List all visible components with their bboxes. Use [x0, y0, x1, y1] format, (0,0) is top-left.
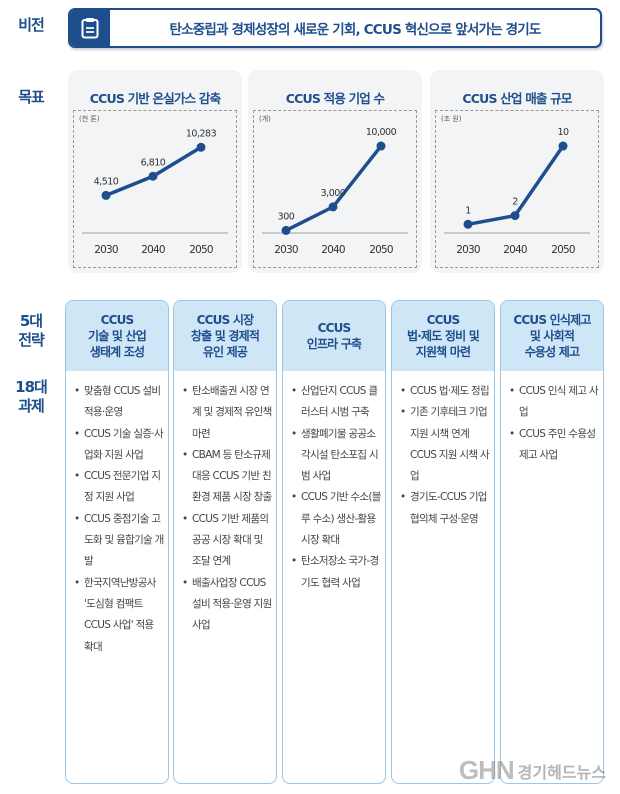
vision-text: 탄소중립과 경제성장의 새로운 기회, CCUS 혁신으로 앞서가는 경기도 [169, 22, 541, 38]
task-item: 경기도-CCUS 기업협의체 구성·운영 [400, 487, 490, 530]
task-item: 배출사업장 CCUS 설비 적용·운영 지원 사업 [182, 573, 272, 637]
task-item: 탄소배출권 시장 연계 및 경제적 유인책 마련 [182, 381, 272, 445]
task-list: CCUS 법·제도 정립기존 기후테크 기업 지원 시책 연계 CCUS 지원 … [392, 371, 494, 538]
line-chart: 1 2030 2 2040 10 2050 [444, 127, 590, 256]
x-tick-label: 2050 [551, 244, 575, 256]
strategies-label: 5대 전략 [18, 312, 45, 349]
goals-label: 목표 [18, 88, 45, 106]
chart-unit: (천 톤) [79, 115, 100, 123]
x-tick-label: 2040 [141, 244, 165, 256]
x-tick-label: 2030 [274, 244, 298, 256]
x-tick-label: 2050 [189, 244, 213, 256]
chart-area: (개) [253, 110, 417, 268]
data-point [101, 190, 111, 200]
x-tick-label: 2030 [94, 244, 118, 256]
data-point [510, 211, 520, 221]
data-label: 1 [465, 205, 471, 216]
data-point [463, 219, 473, 229]
strategy-column: CCUS 인식제고 및 사회적 수용성 제고CCUS 인식 제고 사업CCUS … [500, 300, 604, 784]
data-label: 6,810 [141, 157, 166, 168]
strategy-title: CCUS 인프라 구축 [283, 301, 385, 371]
data-point [558, 141, 568, 151]
strategy-title: CCUS 인식제고 및 사회적 수용성 제고 [501, 301, 603, 371]
x-tick-label: 2040 [321, 244, 345, 256]
chart-title: CCUS 적용 기업 수 [285, 91, 385, 106]
chart-area: (조 원) [435, 110, 599, 268]
task-item: 생활폐기물 공공소각시설 탄소포집 시범 사업 [291, 424, 381, 488]
data-label: 300 [278, 211, 295, 222]
x-tick-label: 2050 [369, 244, 393, 256]
task-item: CBAM 등 탄소규제 대응 CCUS 기반 친환경 제품 시장 창출 [182, 445, 272, 509]
task-item: 산업단지 CCUS 클러스터 시범 구축 [291, 381, 381, 424]
task-item: CCUS 전문기업 지정 지원 사업 [74, 466, 164, 509]
strategy-title: CCUS 시장 창출 및 경제적 유인 제공 [174, 301, 276, 371]
chart-area: (천 톤) [73, 110, 237, 268]
line-chart: 4,510 2030 6,810 2040 10,283 2050 [82, 128, 228, 256]
data-label: 2 [512, 197, 518, 208]
task-item: CCUS 인식 제고 사업 [509, 381, 599, 424]
x-tick-label: 2030 [456, 244, 480, 256]
task-item: CCUS 기술 실증·사업화 지원 사업 [74, 424, 164, 467]
x-tick-label: 2040 [503, 244, 527, 256]
line-chart: 300 2030 3,000 2040 10,000 2050 [262, 127, 408, 256]
data-point [148, 171, 158, 181]
data-label: 10,283 [186, 128, 217, 139]
data-point [281, 225, 291, 235]
vision-banner: 탄소중립과 경제성장의 새로운 기회, CCUS 혁신으로 앞서가는 경기도 [68, 8, 602, 48]
task-item: CCUS 기반 제품의 공공 시장 확대 및 조달 연계 [182, 509, 272, 573]
strategy-column: CCUS 기술 및 산업 생태계 조성맞춤형 CCUS 설비 적용·운영CCUS… [65, 300, 169, 784]
strategy-column: CCUS 인프라 구축산업단지 CCUS 클러스터 시범 구축생활폐기물 공공소… [282, 300, 386, 784]
goal-chart-card: CCUS 산업 매출 규모 (조 원) 1 2030 2 2040 10 2050 [430, 70, 604, 273]
task-list: 탄소배출권 시장 연계 및 경제적 유인책 마련CBAM 등 탄소규제 대응 C… [174, 371, 276, 645]
data-point [376, 141, 386, 151]
watermark: GHN 경기헤드뉴스 [459, 755, 606, 786]
watermark-logo: GHN [458, 755, 515, 785]
data-point [196, 142, 206, 152]
task-item: 탄소저장소 국가-경기도 협력 사업 [291, 551, 381, 594]
task-item: CCUS 중점기술 고도화 및 융합기술 개발 [74, 509, 164, 573]
task-list: 산업단지 CCUS 클러스터 시범 구축생활폐기물 공공소각시설 탄소포집 시범… [283, 371, 385, 602]
task-item: 기존 기후테크 기업 지원 시책 연계 CCUS 지원 시책 사업 [400, 402, 490, 487]
chart-title: CCUS 산업 매출 규모 [462, 91, 572, 106]
chart-unit: (개) [259, 115, 271, 123]
task-item: 맞춤형 CCUS 설비 적용·운영 [74, 381, 164, 424]
chart-unit: (조 원) [441, 115, 462, 123]
strategy-title: CCUS 법·제도 정비 및 지원책 마련 [392, 301, 494, 371]
data-label: 10,000 [366, 127, 397, 138]
strategy-column: CCUS 법·제도 정비 및 지원책 마련CCUS 법·제도 정립기존 기후테크… [391, 300, 495, 784]
chart-title: CCUS 기반 온실가스 감축 [89, 91, 221, 106]
task-item: 한국지역난방공사 '도심형 컴팩트 CCUS 사업' 적용 확대 [74, 573, 164, 658]
clipboard-icon [70, 10, 110, 46]
task-item: CCUS 주민 수용성 제고 사업 [509, 424, 599, 467]
strategy-title: CCUS 기술 및 산업 생태계 조성 [66, 301, 168, 371]
task-item: CCUS 기반 수소(블루 수소) 생산-활용 시장 확대 [291, 487, 381, 551]
goal-chart-card: CCUS 적용 기업 수 (개) 300 2030 3,000 2040 10,000 20… [248, 70, 422, 273]
data-label: 3,000 [321, 188, 346, 199]
strategy-column: CCUS 시장 창출 및 경제적 유인 제공탄소배출권 시장 연계 및 경제적 … [173, 300, 277, 784]
data-point [328, 202, 338, 212]
goal-chart-card: CCUS 기반 온실가스 감축 (천 톤) 4,510 2030 6,810 2040 1… [68, 70, 242, 273]
task-item: CCUS 법·제도 정립 [400, 381, 490, 403]
watermark-name: 경기헤드뉴스 [517, 762, 606, 782]
tasks-label: 18대 과제 [15, 378, 48, 415]
data-label: 4,510 [94, 176, 119, 187]
data-label: 10 [557, 127, 569, 138]
vision-label: 비전 [18, 16, 45, 34]
series-line [105, 145, 202, 198]
